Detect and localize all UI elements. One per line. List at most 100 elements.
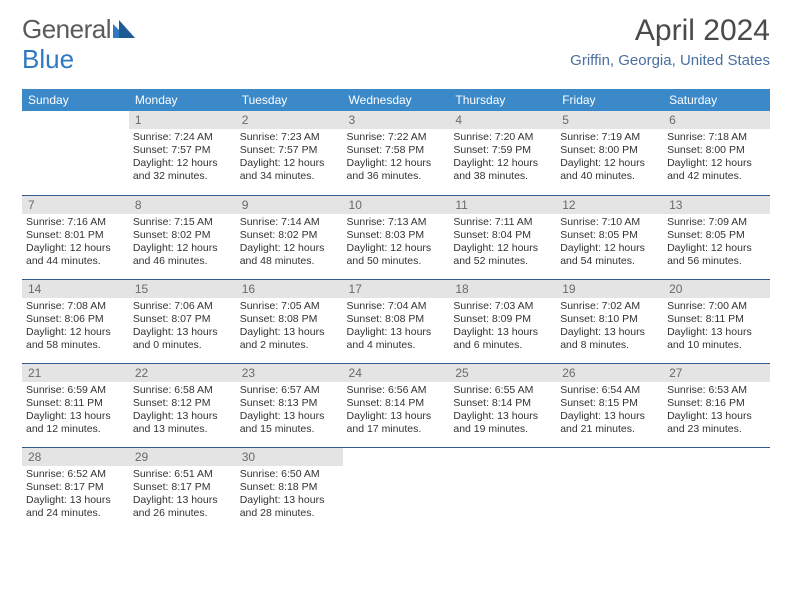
calendar-head: Sunday Monday Tuesday Wednesday Thursday… <box>22 89 770 111</box>
sunset-text: Sunset: 8:13 PM <box>240 397 339 410</box>
calendar-cell: 7Sunrise: 7:16 AMSunset: 8:01 PMDaylight… <box>22 195 129 279</box>
sunrise-text: Sunrise: 7:24 AM <box>133 131 232 144</box>
sunset-text: Sunset: 7:58 PM <box>347 144 446 157</box>
day-detail: Sunrise: 6:54 AMSunset: 8:15 PMDaylight:… <box>556 382 663 441</box>
day-number: 21 <box>22 364 129 382</box>
day-header-row: Sunday Monday Tuesday Wednesday Thursday… <box>22 89 770 111</box>
daylight-text: Daylight: 12 hours and 54 minutes. <box>560 242 659 268</box>
day-number: 7 <box>22 196 129 214</box>
day-number: 26 <box>556 364 663 382</box>
daylight-text: Daylight: 13 hours and 2 minutes. <box>240 326 339 352</box>
sunrise-text: Sunrise: 6:50 AM <box>240 468 339 481</box>
day-number: 19 <box>556 280 663 298</box>
daylight-text: Daylight: 13 hours and 10 minutes. <box>667 326 766 352</box>
calendar-cell: 8Sunrise: 7:15 AMSunset: 8:02 PMDaylight… <box>129 195 236 279</box>
day-header: Tuesday <box>236 89 343 111</box>
day-header: Sunday <box>22 89 129 111</box>
daylight-text: Daylight: 13 hours and 23 minutes. <box>667 410 766 436</box>
sunset-text: Sunset: 8:10 PM <box>560 313 659 326</box>
sunset-text: Sunset: 8:00 PM <box>560 144 659 157</box>
sunrise-text: Sunrise: 7:11 AM <box>453 216 552 229</box>
title-block: April 2024 Griffin, Georgia, United Stat… <box>570 14 770 69</box>
sunrise-text: Sunrise: 6:59 AM <box>26 384 125 397</box>
calendar-cell: 19 Sunrise: 7:02 AMSunset: 8:10 PMDayligh… <box>556 279 663 363</box>
sunrise-text: Sunrise: 7:02 AM <box>560 300 659 313</box>
day-detail: Sunrise: 7:18 AMSunset: 8:00 PMDaylight:… <box>663 129 770 188</box>
day-detail: Sunrise: 7:10 AMSunset: 8:05 PMDaylight:… <box>556 214 663 273</box>
sunrise-text: Sunrise: 6:53 AM <box>667 384 766 397</box>
calendar-cell: 4Sunrise: 7:20 AMSunset: 7:59 PMDaylight… <box>449 111 556 195</box>
brand-mark-icon <box>113 14 135 45</box>
day-detail: Sunrise: 7:05 AMSunset: 8:08 PMDaylight:… <box>236 298 343 357</box>
sunrise-text: Sunrise: 7:10 AM <box>560 216 659 229</box>
page-header: General April 2024 Griffin, Georgia, Uni… <box>22 14 770 69</box>
sunrise-text: Sunrise: 7:05 AM <box>240 300 339 313</box>
calendar-row: 1Sunrise: 7:24 AMSunset: 7:57 PMDaylight… <box>22 111 770 195</box>
calendar-cell: 21Sunrise: 6:59 AMSunset: 8:11 PMDayligh… <box>22 363 129 447</box>
daylight-text: Daylight: 12 hours and 38 minutes. <box>453 157 552 183</box>
sunrise-text: Sunrise: 7:15 AM <box>133 216 232 229</box>
sunset-text: Sunset: 8:14 PM <box>453 397 552 410</box>
day-header: Monday <box>129 89 236 111</box>
calendar-cell <box>449 447 556 531</box>
daylight-text: Daylight: 13 hours and 8 minutes. <box>560 326 659 352</box>
brand-word-2: Blue <box>22 44 74 75</box>
day-number: 27 <box>663 364 770 382</box>
day-number: 24 <box>343 364 450 382</box>
sunset-text: Sunset: 8:11 PM <box>667 313 766 326</box>
calendar-cell: 23Sunrise: 6:57 AMSunset: 8:13 PMDayligh… <box>236 363 343 447</box>
day-detail: Sunrise: 6:56 AMSunset: 8:14 PMDaylight:… <box>343 382 450 441</box>
calendar-cell: 24Sunrise: 6:56 AMSunset: 8:14 PMDayligh… <box>343 363 450 447</box>
calendar-cell: 29Sunrise: 6:51 AMSunset: 8:17 PMDayligh… <box>129 447 236 531</box>
day-number: 28 <box>22 448 129 466</box>
daylight-text: Daylight: 13 hours and 17 minutes. <box>347 410 446 436</box>
day-number: 3 <box>343 111 450 129</box>
daylight-text: Daylight: 13 hours and 13 minutes. <box>133 410 232 436</box>
sunrise-text: Sunrise: 7:04 AM <box>347 300 446 313</box>
day-detail: Sunrise: 7:19 AMSunset: 8:00 PMDaylight:… <box>556 129 663 188</box>
sunset-text: Sunset: 8:17 PM <box>133 481 232 494</box>
calendar-page: General April 2024 Griffin, Georgia, Uni… <box>0 0 792 612</box>
calendar-body: 1Sunrise: 7:24 AMSunset: 7:57 PMDaylight… <box>22 111 770 531</box>
daylight-text: Daylight: 12 hours and 36 minutes. <box>347 157 446 183</box>
day-number <box>663 448 770 452</box>
sunset-text: Sunset: 8:00 PM <box>667 144 766 157</box>
sunset-text: Sunset: 8:14 PM <box>347 397 446 410</box>
sunset-text: Sunset: 8:12 PM <box>133 397 232 410</box>
daylight-text: Daylight: 12 hours and 32 minutes. <box>133 157 232 183</box>
sunrise-text: Sunrise: 7:16 AM <box>26 216 125 229</box>
sunrise-text: Sunrise: 7:14 AM <box>240 216 339 229</box>
daylight-text: Daylight: 12 hours and 44 minutes. <box>26 242 125 268</box>
day-header: Friday <box>556 89 663 111</box>
daylight-text: Daylight: 12 hours and 46 minutes. <box>133 242 232 268</box>
daylight-text: Daylight: 12 hours and 52 minutes. <box>453 242 552 268</box>
day-number: 16 <box>236 280 343 298</box>
day-number: 11 <box>449 196 556 214</box>
daylight-text: Daylight: 12 hours and 58 minutes. <box>26 326 125 352</box>
sunrise-text: Sunrise: 7:19 AM <box>560 131 659 144</box>
calendar-cell: 14Sunrise: 7:08 AMSunset: 8:06 PMDayligh… <box>22 279 129 363</box>
day-number: 10 <box>343 196 450 214</box>
brand-logo: General <box>22 14 136 45</box>
sunrise-text: Sunrise: 6:58 AM <box>133 384 232 397</box>
daylight-text: Daylight: 13 hours and 26 minutes. <box>133 494 232 520</box>
daylight-text: Daylight: 13 hours and 21 minutes. <box>560 410 659 436</box>
daylight-text: Daylight: 13 hours and 6 minutes. <box>453 326 552 352</box>
day-header: Wednesday <box>343 89 450 111</box>
day-number: 6 <box>663 111 770 129</box>
day-number: 9 <box>236 196 343 214</box>
calendar-cell <box>556 447 663 531</box>
calendar-cell: 10Sunrise: 7:13 AMSunset: 8:03 PMDayligh… <box>343 195 450 279</box>
day-number <box>22 111 129 115</box>
sunset-text: Sunset: 8:09 PM <box>453 313 552 326</box>
day-number: 13 <box>663 196 770 214</box>
day-number: 30 <box>236 448 343 466</box>
daylight-text: Daylight: 13 hours and 28 minutes. <box>240 494 339 520</box>
sunrise-text: Sunrise: 7:20 AM <box>453 131 552 144</box>
daylight-text: Daylight: 12 hours and 40 minutes. <box>560 157 659 183</box>
daylight-text: Daylight: 13 hours and 19 minutes. <box>453 410 552 436</box>
sunset-text: Sunset: 8:04 PM <box>453 229 552 242</box>
day-header: Thursday <box>449 89 556 111</box>
sunrise-text: Sunrise: 7:08 AM <box>26 300 125 313</box>
calendar-cell: 20Sunrise: 7:00 AMSunset: 8:11 PMDayligh… <box>663 279 770 363</box>
